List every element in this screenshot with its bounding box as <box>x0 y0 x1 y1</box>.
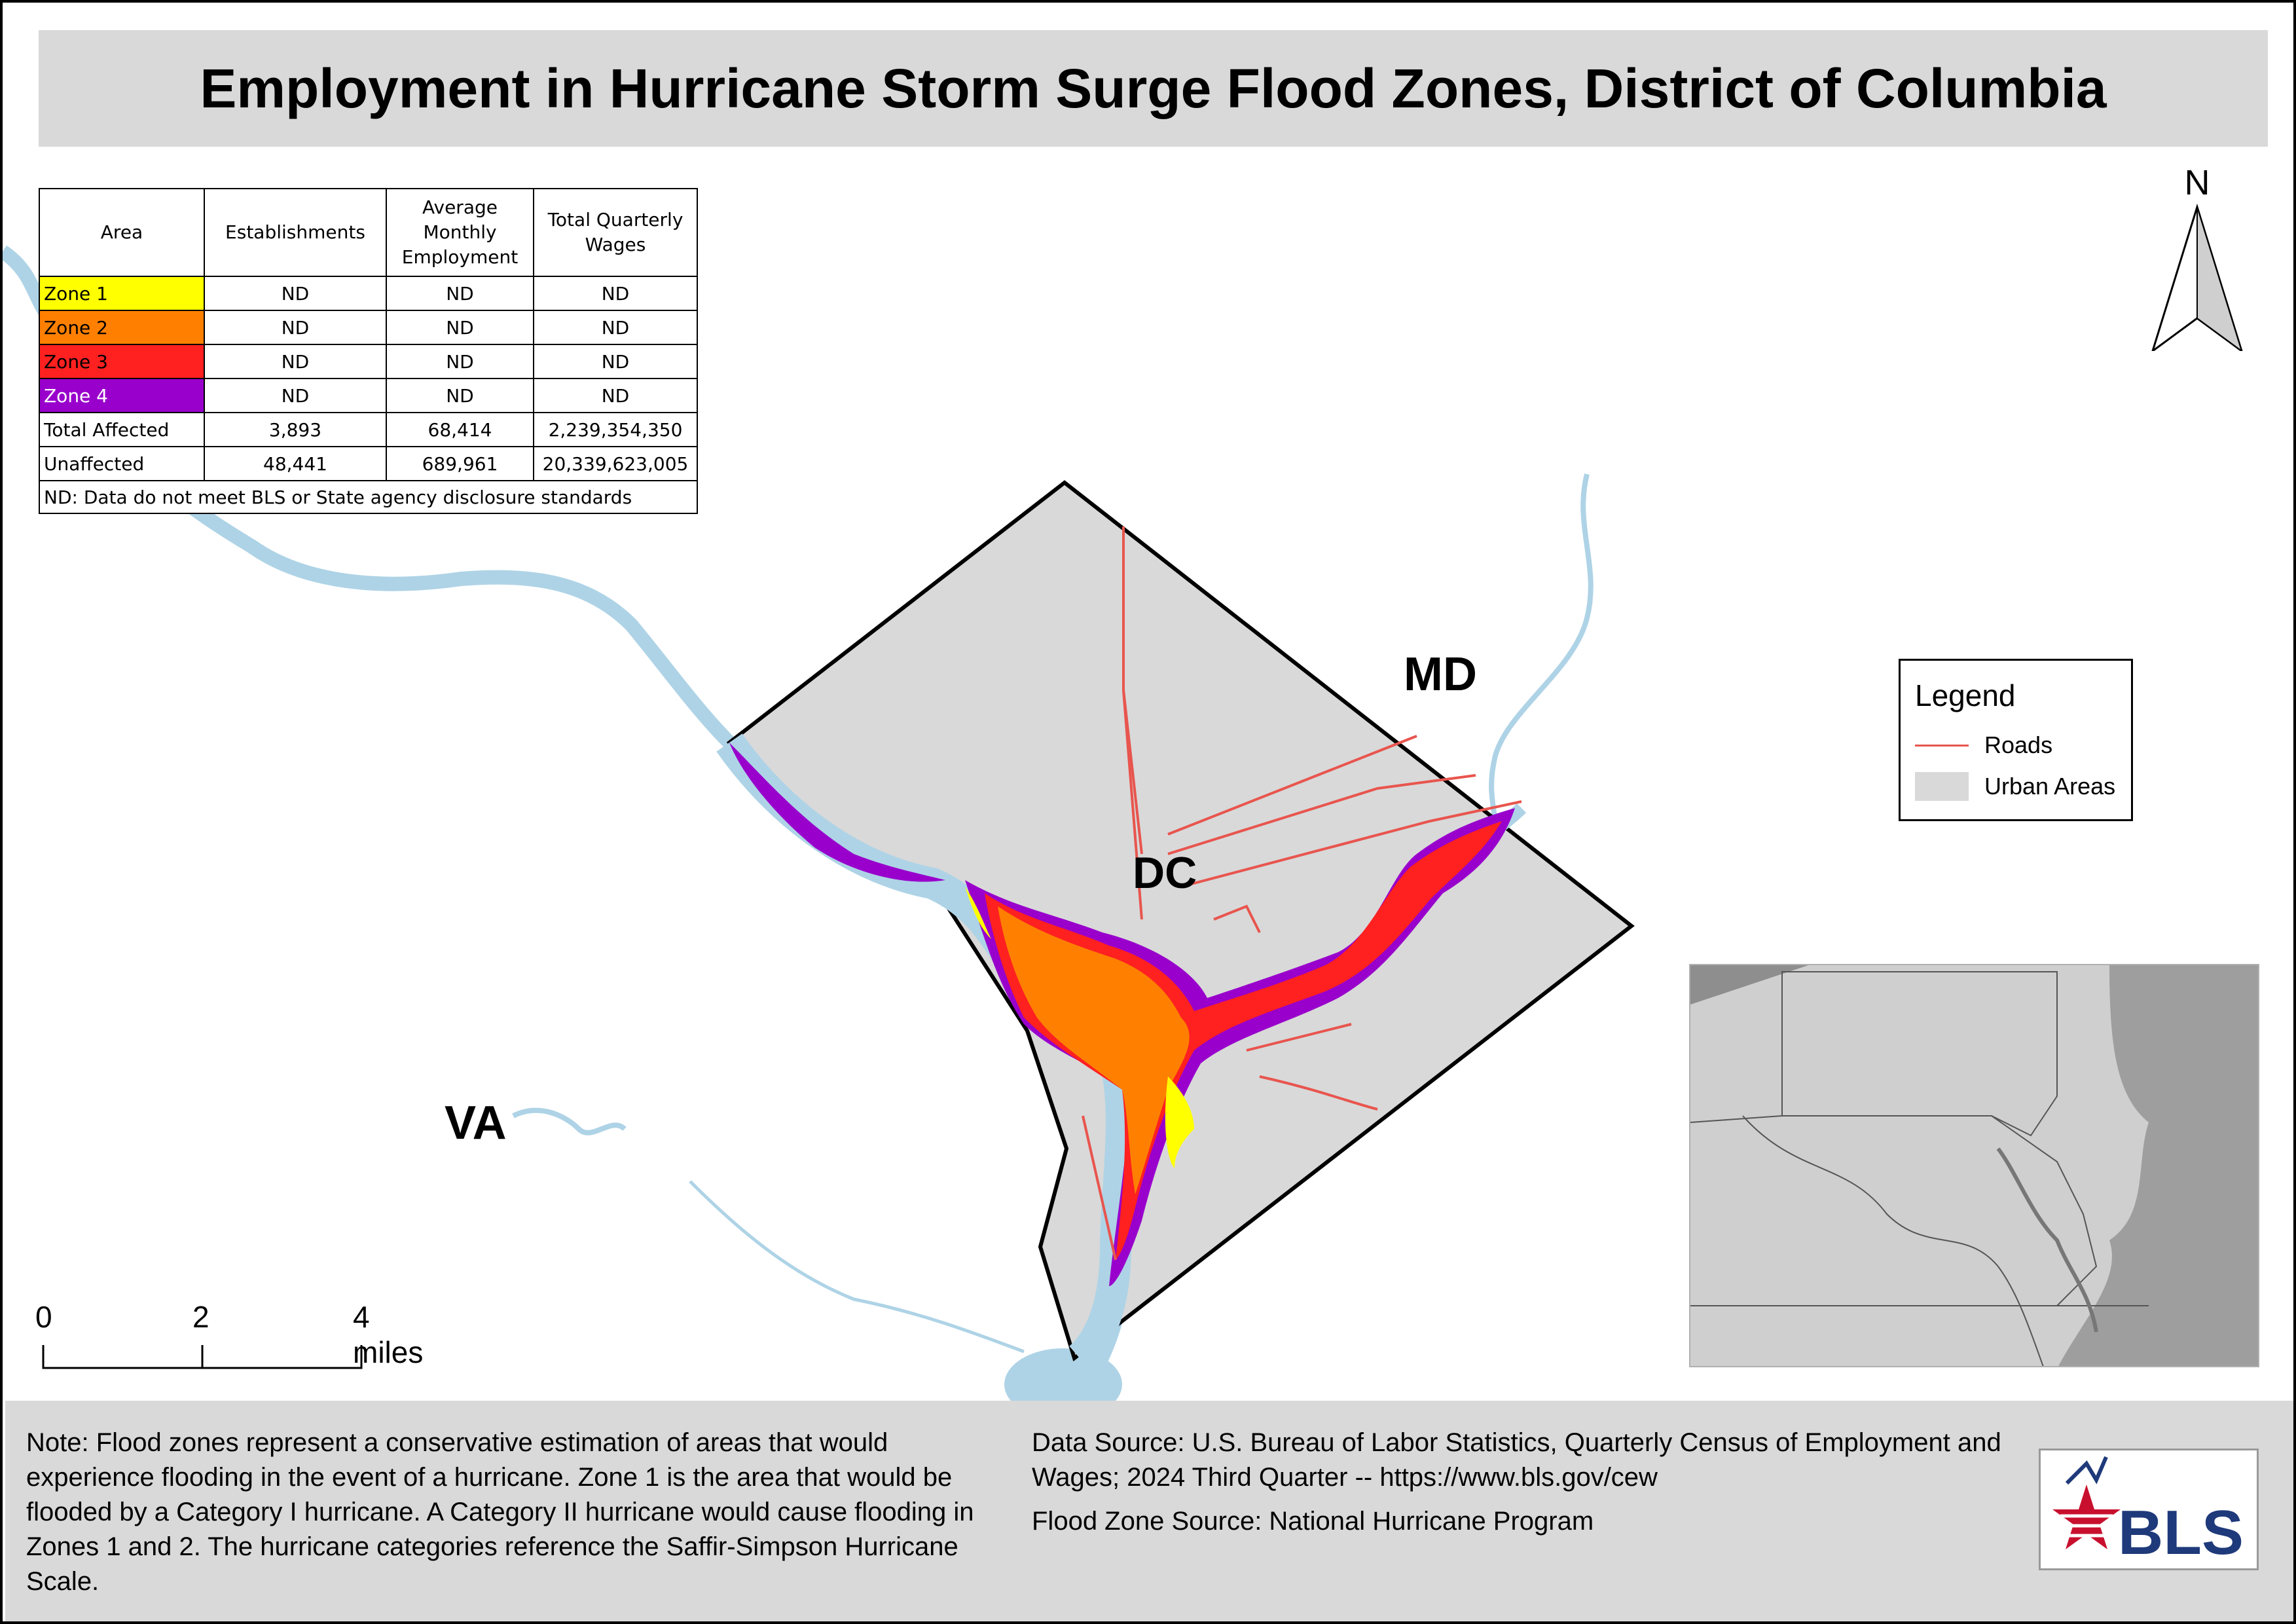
map-canvas <box>3 245 1635 1621</box>
north-arrow-icon <box>2151 203 2244 354</box>
zone-2-establishments: ND <box>204 310 387 345</box>
table-header-row: Area Establishments Average Monthly Empl… <box>39 188 698 277</box>
total-affected-wages: 2,239,354,350 <box>533 412 698 447</box>
dc-boundary <box>726 480 1635 1362</box>
flood-zone-1-north <box>965 887 991 939</box>
roads-swatch <box>1915 744 1969 747</box>
flood-zone-1 <box>1165 1077 1194 1168</box>
bls-logo-text: BLS <box>2118 1498 2244 1568</box>
urban-swatch <box>1915 772 1969 801</box>
header-wages: Total Quarterly Wages <box>533 188 698 277</box>
bls-logo: BLS <box>2039 1449 2259 1570</box>
scale-tick-0: 0 <box>35 1300 52 1334</box>
roads-label: Roads <box>1984 731 2053 758</box>
flood-zone-2 <box>998 906 1190 1194</box>
table-row-unaffected: Unaffected 48,441 689,961 20,339,623,005 <box>39 446 698 481</box>
scale-tick-2: 2 <box>192 1300 210 1334</box>
table-row-total-affected: Total Affected 3,893 68,414 2,239,354,35… <box>39 412 698 447</box>
legend-title: Legend <box>1915 678 2016 712</box>
header-establishments: Establishments <box>204 188 387 277</box>
inset-map-graphic <box>1690 965 2258 1366</box>
unaffected-label: Unaffected <box>39 446 205 481</box>
zone-2-wages: ND <box>533 310 698 345</box>
table-row-zone-3: Zone 3 ND ND ND <box>39 344 698 379</box>
footer-data-source: Data Source: U.S. Bureau of Labor Statis… <box>1032 1428 2001 1492</box>
bls-logo-mark: BLS <box>2052 1456 2244 1568</box>
zone-1-label: Zone 1 <box>39 276 205 311</box>
zone-3-label: Zone 3 <box>39 344 205 379</box>
table-row-zone-1: Zone 1 ND ND ND <box>39 276 698 311</box>
total-affected-establishments: 3,893 <box>204 412 387 447</box>
inset-map <box>1689 964 2259 1367</box>
va-label: VA <box>445 1097 507 1149</box>
flood-zone-4-north <box>729 743 945 882</box>
footer-note: Note: Flood zones represent a conservati… <box>26 1428 974 1596</box>
header-area: Area <box>39 188 205 277</box>
legend-item-urban: Urban Areas <box>1915 772 2115 801</box>
va-creek <box>512 1107 627 1135</box>
table-row-zone-2: Zone 2 ND ND ND <box>39 310 698 345</box>
scale-tick-4: 4 miles <box>353 1300 424 1369</box>
footer-flood-source: Flood Zone Source: National Hurricane Pr… <box>1032 1507 1594 1536</box>
zone-4-establishments: ND <box>204 378 387 413</box>
table-row-zone-4: Zone 4 ND ND ND <box>39 378 698 413</box>
map-title: Employment in Hurricane Storm Surge Floo… <box>200 57 2107 119</box>
zone-3-establishments: ND <box>204 344 387 379</box>
roads <box>1082 526 1522 1261</box>
unaffected-establishments: 48,441 <box>204 446 387 481</box>
zone-1-employment: ND <box>386 276 534 311</box>
md-label: MD <box>1404 648 1477 701</box>
employment-table: Area Establishments Average Monthly Empl… <box>39 188 698 514</box>
zone-4-label: Zone 4 <box>39 378 205 413</box>
zone-1-establishments: ND <box>204 276 387 311</box>
north-arrow: N <box>2150 165 2244 354</box>
zone-2-label: Zone 2 <box>39 310 205 345</box>
unaffected-employment: 689,961 <box>386 446 534 481</box>
total-affected-label: Total Affected <box>39 412 205 447</box>
zone-4-employment: ND <box>386 378 534 413</box>
header-employment: Average Monthly Employment <box>386 188 534 277</box>
footer: Note: Flood zones represent a conservati… <box>5 1401 2293 1621</box>
zone-1-wages: ND <box>533 276 698 311</box>
scale-bar-line <box>42 1345 363 1369</box>
northern-creek <box>1486 473 1594 862</box>
title-bar: Employment in Hurricane Storm Surge Floo… <box>39 30 2268 147</box>
unaffected-wages: 20,339,623,005 <box>533 446 698 481</box>
scale-bar: 0 2 4 miles <box>29 1293 423 1378</box>
zone-3-employment: ND <box>386 344 534 379</box>
total-affected-employment: 68,414 <box>386 412 534 447</box>
zone-4-wages: ND <box>533 378 698 413</box>
zone-3-wages: ND <box>533 344 698 379</box>
table-row-footnote: ND: Data do not meet BLS or State agency… <box>39 480 698 514</box>
north-label: N <box>2184 163 2210 202</box>
urban-label: Urban Areas <box>1984 773 2116 800</box>
zone-2-employment: ND <box>386 310 534 345</box>
table-footnote: ND: Data do not meet BLS or State agency… <box>39 480 698 514</box>
flood-zone-3 <box>985 821 1502 1260</box>
legend-item-roads: Roads <box>1915 731 2052 759</box>
va-stream <box>689 1180 1025 1354</box>
legend: Legend Roads Urban Areas <box>1899 659 2133 821</box>
dc-label: DC <box>1133 848 1197 898</box>
